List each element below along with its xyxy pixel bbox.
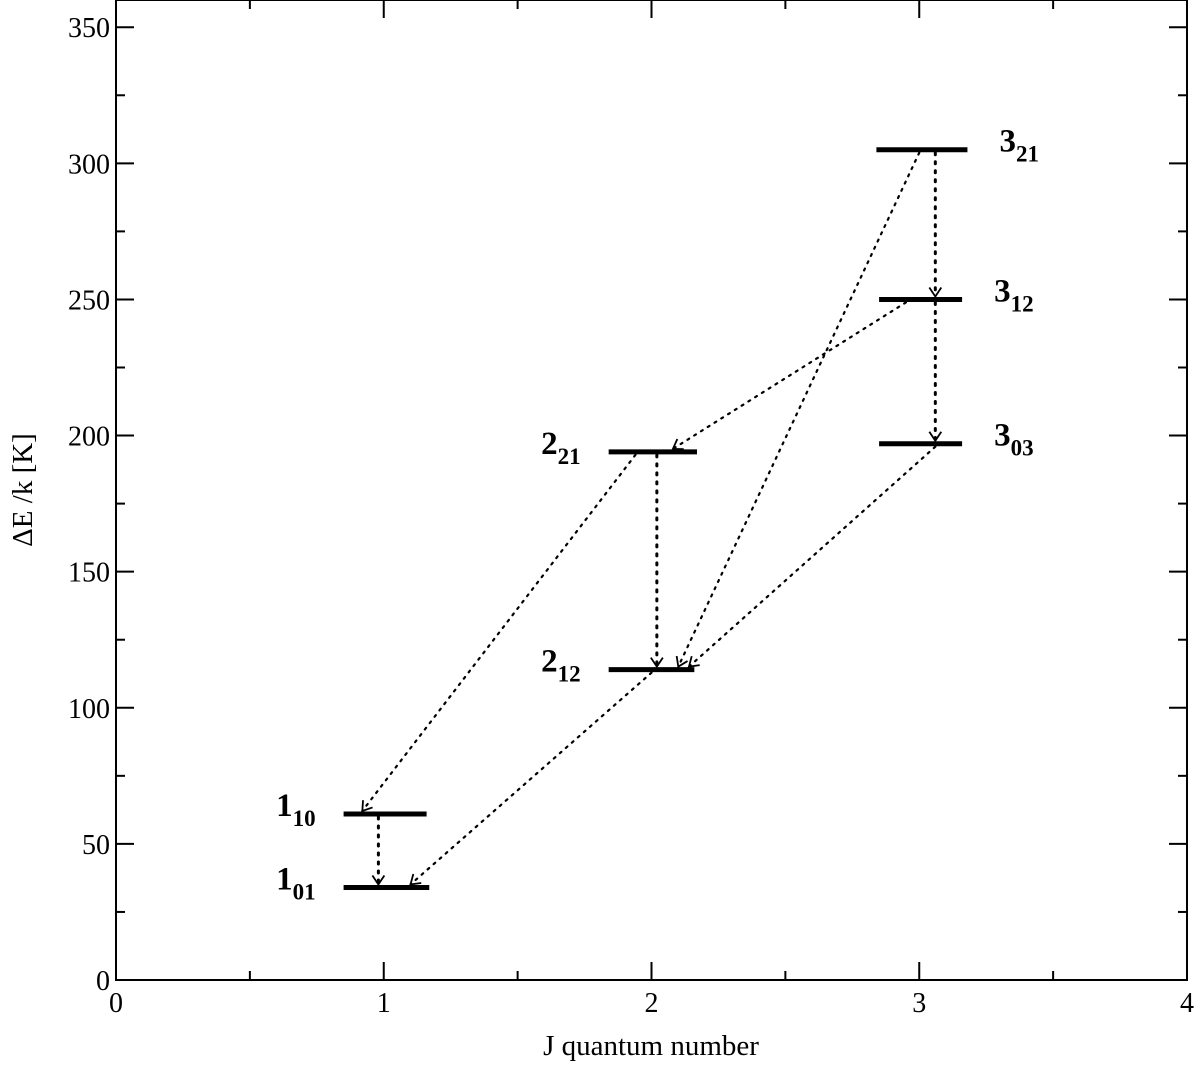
- y-tick-label: 200: [68, 422, 110, 453]
- y-tick-label: 350: [68, 13, 110, 44]
- y-tick-label: 250: [68, 285, 110, 316]
- x-tick-label: 3: [912, 988, 926, 1019]
- x-tick-label: 1: [377, 988, 391, 1019]
- transition-3_12-to-2_21: [671, 301, 907, 451]
- transition-3_21-to-2_12: [675, 151, 921, 669]
- energy-level-label-2_12: 212: [541, 644, 581, 687]
- x-axis-title: J quantum number: [543, 1030, 759, 1062]
- axis-tick-labels: 0 50 100 150 200 250 300 350 0 1 2 3 4: [68, 13, 1194, 1019]
- y-tick-label: 300: [68, 149, 110, 180]
- y-tick-label: 50: [82, 830, 110, 861]
- transition-3_03-to-2_12: [687, 445, 937, 668]
- transition-arrows: [361, 151, 943, 887]
- energy-level-label-3_12: 312: [994, 273, 1034, 316]
- energy-level-label-2_21: 221: [541, 426, 581, 469]
- y-tick-label: 150: [68, 558, 110, 589]
- transition-2_21-to-1_10: [361, 453, 637, 813]
- x-tick-label: 0: [109, 988, 123, 1019]
- energy-level-label-3_21: 321: [999, 124, 1039, 167]
- y-tick-label: 0: [96, 966, 110, 997]
- energy-levels: [343, 147, 968, 890]
- y-axis-title: ΔE /k [K]: [7, 433, 39, 547]
- energy-level-label-1_01: 101: [276, 861, 316, 904]
- axis-ticks: [115, 0, 1188, 981]
- energy-level-label-1_10: 110: [276, 788, 316, 831]
- x-tick-label: 2: [645, 988, 659, 1019]
- y-tick-label: 100: [68, 694, 110, 725]
- energy-level-labels: 101 110 212 221 303 312 321: [276, 124, 1039, 905]
- transition-2_12-to-1_01: [409, 671, 653, 886]
- energy-level-label-3_03: 303: [994, 418, 1034, 461]
- x-tick-label: 4: [1180, 988, 1194, 1019]
